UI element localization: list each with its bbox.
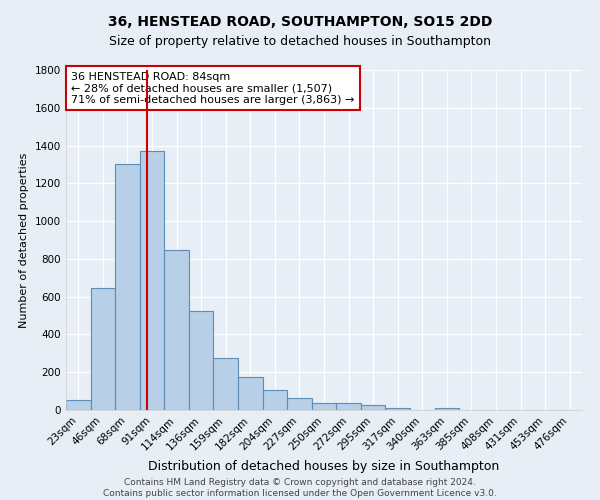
Bar <box>361 406 385 410</box>
Bar <box>336 404 361 410</box>
Bar <box>140 151 164 410</box>
Text: Contains HM Land Registry data © Crown copyright and database right 2024.
Contai: Contains HM Land Registry data © Crown c… <box>103 478 497 498</box>
Text: Size of property relative to detached houses in Southampton: Size of property relative to detached ho… <box>109 35 491 48</box>
Text: 36 HENSTEAD ROAD: 84sqm
← 28% of detached houses are smaller (1,507)
71% of semi: 36 HENSTEAD ROAD: 84sqm ← 28% of detache… <box>71 72 355 105</box>
Bar <box>287 398 312 410</box>
Bar <box>263 390 287 410</box>
Text: 36, HENSTEAD ROAD, SOUTHAMPTON, SO15 2DD: 36, HENSTEAD ROAD, SOUTHAMPTON, SO15 2DD <box>108 15 492 29</box>
Y-axis label: Number of detached properties: Number of detached properties <box>19 152 29 328</box>
Bar <box>312 404 336 410</box>
Bar <box>385 408 410 410</box>
X-axis label: Distribution of detached houses by size in Southampton: Distribution of detached houses by size … <box>148 460 500 473</box>
Bar <box>189 311 214 410</box>
Bar <box>115 164 140 410</box>
Bar <box>91 288 115 410</box>
Bar <box>164 250 189 410</box>
Bar <box>238 377 263 410</box>
Bar <box>434 408 459 410</box>
Bar <box>66 400 91 410</box>
Bar <box>214 358 238 410</box>
